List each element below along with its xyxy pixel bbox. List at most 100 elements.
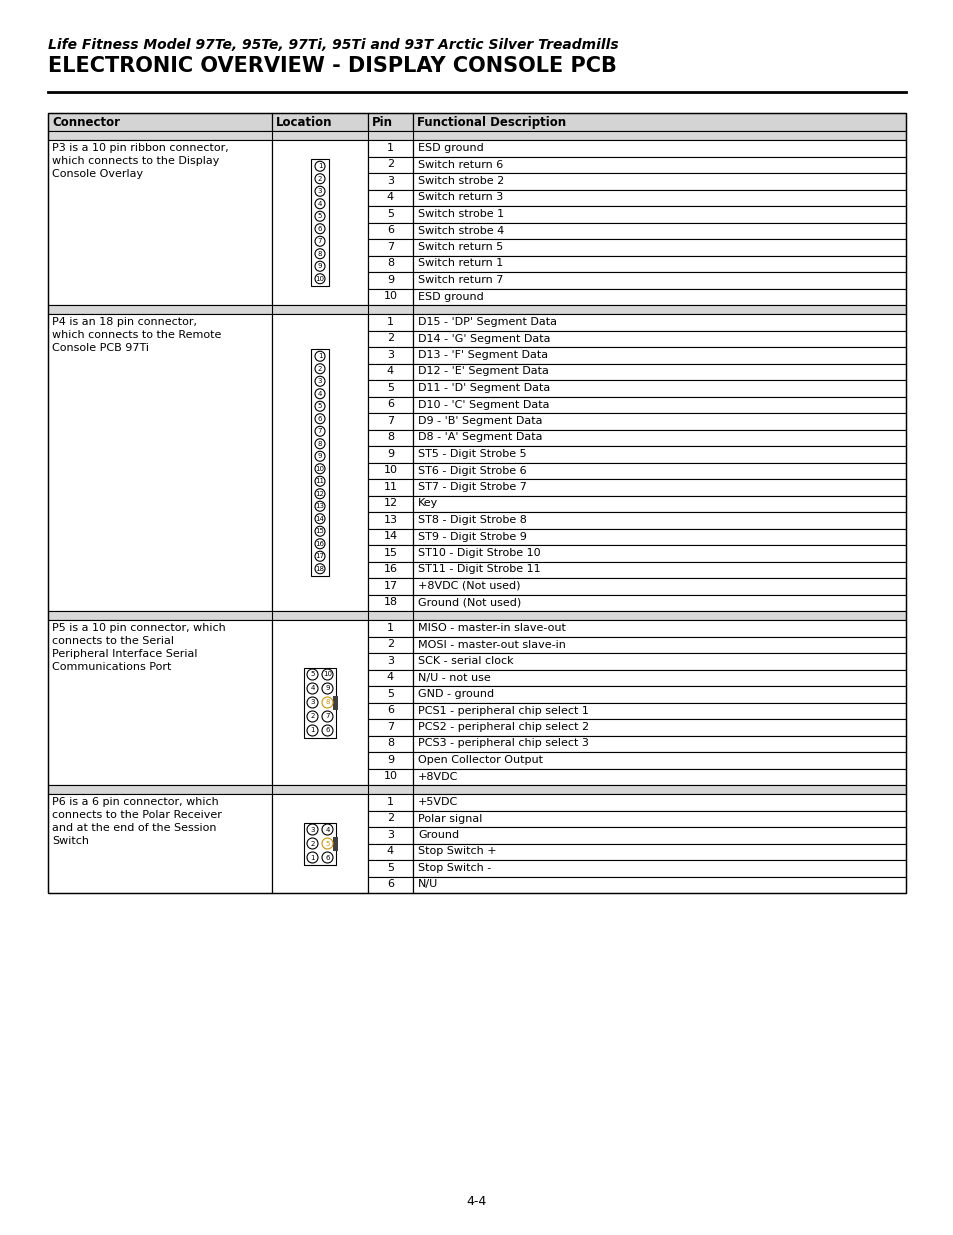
Text: PCS3 - peripheral chip select 3: PCS3 - peripheral chip select 3 (417, 739, 588, 748)
Circle shape (314, 351, 325, 362)
Bar (48, 794, 272, 893)
Circle shape (314, 563, 325, 574)
Bar (368, 703, 413, 719)
Text: 7: 7 (317, 238, 322, 245)
Bar (368, 112, 413, 131)
Text: Switch strobe 1: Switch strobe 1 (417, 209, 503, 219)
Text: 10: 10 (383, 771, 397, 782)
Bar (48, 314, 272, 611)
Circle shape (322, 683, 333, 694)
Text: 7: 7 (387, 721, 394, 732)
Text: 2: 2 (317, 366, 322, 372)
Bar (413, 719, 905, 736)
Bar (368, 594, 413, 611)
Bar (413, 529, 905, 545)
Text: 5: 5 (387, 383, 394, 393)
Text: 10: 10 (383, 466, 397, 475)
Circle shape (314, 426, 325, 436)
Text: 3: 3 (387, 656, 394, 666)
Text: 1: 1 (387, 797, 394, 806)
Circle shape (307, 725, 317, 736)
Text: 5: 5 (310, 672, 314, 678)
Circle shape (314, 377, 325, 387)
Bar (304, 667, 335, 737)
Text: 10: 10 (315, 275, 324, 282)
Text: Switch return 6: Switch return 6 (417, 159, 503, 169)
Bar (368, 157, 413, 173)
Text: P3 is a 10 pin ribbon connector,: P3 is a 10 pin ribbon connector, (52, 143, 229, 153)
Bar (272, 620, 368, 785)
Circle shape (307, 711, 317, 722)
Text: 6: 6 (387, 399, 394, 409)
Text: 9: 9 (387, 274, 394, 285)
Text: 3: 3 (387, 350, 394, 359)
Text: N/U: N/U (417, 879, 437, 889)
Text: 11: 11 (315, 478, 324, 484)
Bar (413, 222, 905, 240)
Circle shape (322, 852, 333, 863)
Bar (48, 131, 905, 140)
Text: 16: 16 (383, 564, 397, 574)
Text: 6: 6 (317, 226, 322, 232)
Text: Life Fitness Model 97Te, 95Te, 97Ti, 95Ti and 93T Arctic Silver Treadmills: Life Fitness Model 97Te, 95Te, 97Ti, 95T… (48, 38, 618, 52)
Text: 12: 12 (315, 490, 324, 496)
Text: +8VDC: +8VDC (417, 772, 457, 782)
Bar (413, 289, 905, 305)
Bar (272, 112, 368, 131)
Text: 4: 4 (387, 672, 394, 682)
Bar (368, 412, 413, 430)
Text: 6: 6 (387, 879, 394, 889)
Text: Ground: Ground (417, 830, 458, 840)
Circle shape (314, 224, 325, 233)
Text: PCS2 - peripheral chip select 2: PCS2 - peripheral chip select 2 (417, 722, 589, 732)
Circle shape (307, 824, 317, 835)
Bar (368, 240, 413, 256)
Text: 5: 5 (317, 214, 322, 220)
Text: 14: 14 (383, 531, 397, 541)
Bar (413, 272, 905, 289)
Text: Switch return 1: Switch return 1 (417, 258, 503, 268)
Bar (413, 206, 905, 222)
Text: 6: 6 (317, 416, 322, 421)
Text: 10: 10 (383, 291, 397, 301)
Text: N/U - not use: N/U - not use (417, 673, 490, 683)
Circle shape (322, 697, 333, 708)
Bar (368, 636, 413, 653)
Bar (48, 305, 905, 314)
Text: 2: 2 (387, 640, 394, 650)
Bar (368, 479, 413, 495)
Bar (368, 363, 413, 380)
Text: 1: 1 (317, 353, 322, 359)
Bar (368, 495, 413, 513)
Circle shape (314, 274, 325, 284)
Text: Switch: Switch (52, 836, 89, 846)
Text: 5: 5 (317, 404, 322, 409)
Text: Ground (Not used): Ground (Not used) (417, 598, 520, 608)
Bar (413, 736, 905, 752)
Circle shape (307, 852, 317, 863)
Text: ST9 - Digit Strobe 9: ST9 - Digit Strobe 9 (417, 531, 526, 541)
Text: 16: 16 (315, 541, 324, 547)
Text: Connector: Connector (52, 116, 120, 128)
Text: 4: 4 (387, 846, 394, 856)
Bar (413, 562, 905, 578)
Circle shape (322, 725, 333, 736)
Bar (413, 844, 905, 860)
Bar (413, 752, 905, 768)
Circle shape (314, 526, 325, 536)
Text: +8VDC (Not used): +8VDC (Not used) (417, 580, 520, 592)
Text: 8: 8 (387, 739, 394, 748)
Text: D12 - 'E' Segment Data: D12 - 'E' Segment Data (417, 367, 548, 377)
Bar (368, 545, 413, 562)
Circle shape (314, 438, 325, 448)
Bar (48, 611, 905, 620)
Bar (413, 140, 905, 157)
Text: ESD ground: ESD ground (417, 291, 483, 301)
Bar (413, 462, 905, 479)
Bar (272, 140, 368, 305)
Circle shape (322, 839, 333, 848)
Text: 2: 2 (310, 714, 314, 720)
Bar (413, 636, 905, 653)
Text: Console PCB 97Ti: Console PCB 97Ti (52, 343, 149, 353)
Text: 14: 14 (315, 516, 324, 521)
